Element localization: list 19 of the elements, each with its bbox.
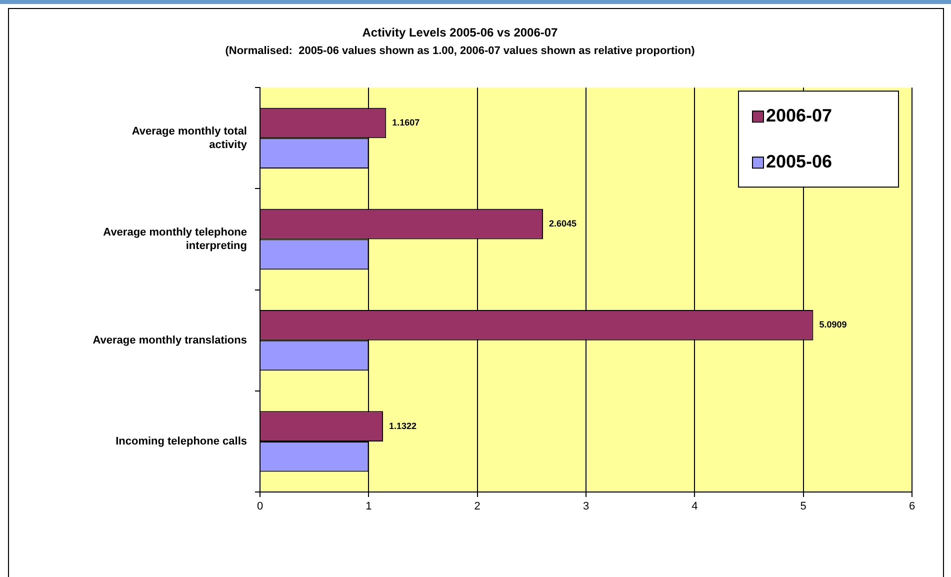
x-tick-label: 5 xyxy=(800,500,806,513)
chart-subtitle: (Normalised: 2005-06 values shown as 1.00, 2006-07 values shown as relative proportion) xyxy=(225,45,696,58)
data-label: 5.0909 xyxy=(819,320,847,330)
x-tick-label: 3 xyxy=(582,500,590,513)
x-tick-label: 4 xyxy=(692,500,698,513)
data-label: 2.6045 xyxy=(549,218,577,229)
y-tick-label: Average monthly total activity xyxy=(132,126,248,151)
legend-label: 2005-06 xyxy=(766,152,832,172)
x-tick-label: 1 xyxy=(366,500,372,513)
x-tick-label: 0 xyxy=(256,500,264,513)
legend-label: 2006-07 xyxy=(766,106,832,126)
x-tick-label: 2 xyxy=(474,500,480,513)
data-label: 1.1322 xyxy=(389,420,417,431)
y-tick-label: Incoming telephone calls xyxy=(116,435,247,448)
x-tick-label: 6 xyxy=(908,500,916,513)
y-tick-label: Average monthly telephone interpreting xyxy=(103,226,247,252)
data-label: 1.1607 xyxy=(392,117,420,128)
chart-title: Activity Levels 2005-06 vs 2006-07 xyxy=(362,26,558,40)
y-tick-label: Average monthly translations xyxy=(92,334,247,346)
